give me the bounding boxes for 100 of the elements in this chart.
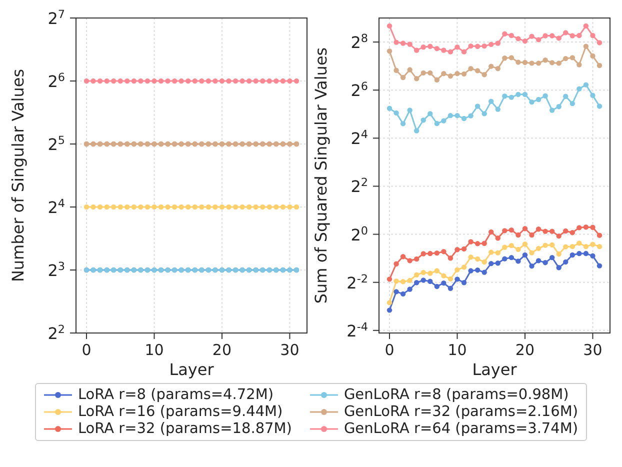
point [448,73,454,79]
point [414,76,420,82]
point [570,33,576,38]
y-tick-label: 2$^{6}$ [48,70,65,91]
point [468,113,474,118]
point [468,43,474,49]
point [563,30,568,36]
point [448,256,454,261]
point [192,78,198,84]
point [186,204,191,210]
point [280,78,286,84]
y-tick-label: 2$^{2}$ [48,322,65,343]
x-tick-label: 0 [384,341,394,359]
point [502,228,508,234]
point [420,251,426,256]
point [563,259,568,265]
point [461,264,467,270]
point [488,260,494,266]
point [441,248,446,254]
point [461,280,467,286]
point [434,250,440,256]
point [522,38,528,44]
point [400,121,406,126]
point [556,233,562,239]
point [596,263,602,268]
point [516,36,521,42]
point [529,34,534,39]
point [522,242,528,247]
point [576,250,582,256]
point [522,92,528,98]
legend-label: LoRA r=8 (params=4.72M) [78,387,274,403]
point [502,56,508,61]
point [448,276,454,282]
point [420,270,426,276]
x-tick-label: 30 [280,341,300,359]
point [253,78,258,84]
point [260,78,266,84]
point [495,106,500,112]
point [563,244,568,250]
point [474,68,480,74]
point [428,70,433,76]
x-tick-label: 10 [448,341,467,359]
x-tick-label: 20 [212,341,232,359]
point [516,232,521,238]
point [280,204,286,210]
point [266,204,272,210]
point [488,229,494,235]
point [454,112,460,118]
point [474,241,480,246]
point [468,239,474,244]
point [468,254,474,260]
point [549,228,555,234]
point [454,267,460,272]
point [596,104,602,109]
point [516,60,521,65]
point [407,108,412,113]
point [110,204,116,210]
point [400,254,406,260]
point [583,244,589,250]
point [508,32,514,38]
point [84,204,90,210]
point [468,66,474,72]
point [441,48,446,53]
point [104,204,110,210]
point [576,62,582,68]
point [516,258,521,264]
x-axis-title: Layer [169,360,214,379]
point [454,276,460,282]
point [495,66,500,72]
point [287,78,292,84]
point [420,278,426,283]
point [508,227,514,233]
point [495,250,500,256]
point [508,242,514,248]
point [400,74,406,80]
point [536,37,542,42]
point [441,118,446,124]
y-tick-label: 2$^{-4}$ [346,320,368,340]
point [542,93,548,98]
point [482,270,487,275]
point [529,263,534,269]
point [428,278,433,284]
point [536,246,542,252]
point [468,268,474,274]
point [90,78,96,84]
point [246,204,252,210]
point [474,256,480,262]
y-axis-title: Number of Singular Values [8,68,28,282]
point [461,246,467,252]
point [454,247,460,252]
point [118,204,123,210]
point [144,204,150,210]
y-tick-label: 2$^{4}$ [350,128,368,148]
point [420,118,426,123]
point [563,228,568,234]
point [266,78,272,84]
point [536,60,542,66]
point [502,94,508,99]
y-tick-label: 2$^{2}$ [350,176,368,196]
y-tick-label: 2$^{5}$ [48,134,65,154]
